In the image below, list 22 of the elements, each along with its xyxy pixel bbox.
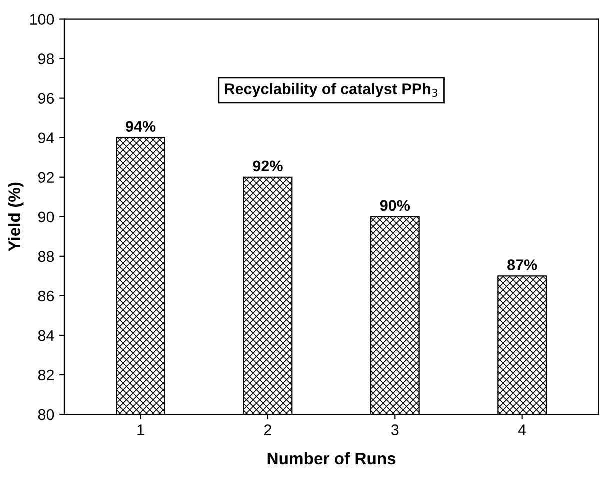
y-tick-label: 86 (38, 290, 54, 302)
x-tick-label: 4 (518, 424, 526, 436)
y-tick-label: 100 (30, 14, 54, 25)
y-tick-label: 88 (38, 251, 54, 262)
x-tick-label: 2 (264, 424, 272, 436)
y-tick-label: 98 (38, 54, 54, 64)
y-tick-label: 80 (38, 409, 54, 420)
x-tick-label: 1 (138, 424, 144, 436)
y-tick-label: 92 (38, 172, 54, 184)
annotation: Recyclability of catalyst PPh$_{3}$ (225, 83, 438, 98)
y-tick-label: 82 (38, 370, 54, 381)
data-label: 92% (253, 160, 283, 172)
x-axis-title: Number of Runs (268, 452, 396, 465)
y-tick-label: 96 (38, 93, 54, 104)
y-tick-label: 90 (38, 212, 54, 223)
y-axis-title: Yield (%) (8, 182, 24, 252)
x-tick-label: 3 (391, 424, 399, 436)
data-label: 94% (126, 121, 156, 132)
data-label: 90% (380, 200, 410, 212)
y-tick-label: 84 (38, 330, 54, 342)
y-tick-label: 94 (38, 132, 54, 144)
data-label: 87% (508, 260, 538, 270)
